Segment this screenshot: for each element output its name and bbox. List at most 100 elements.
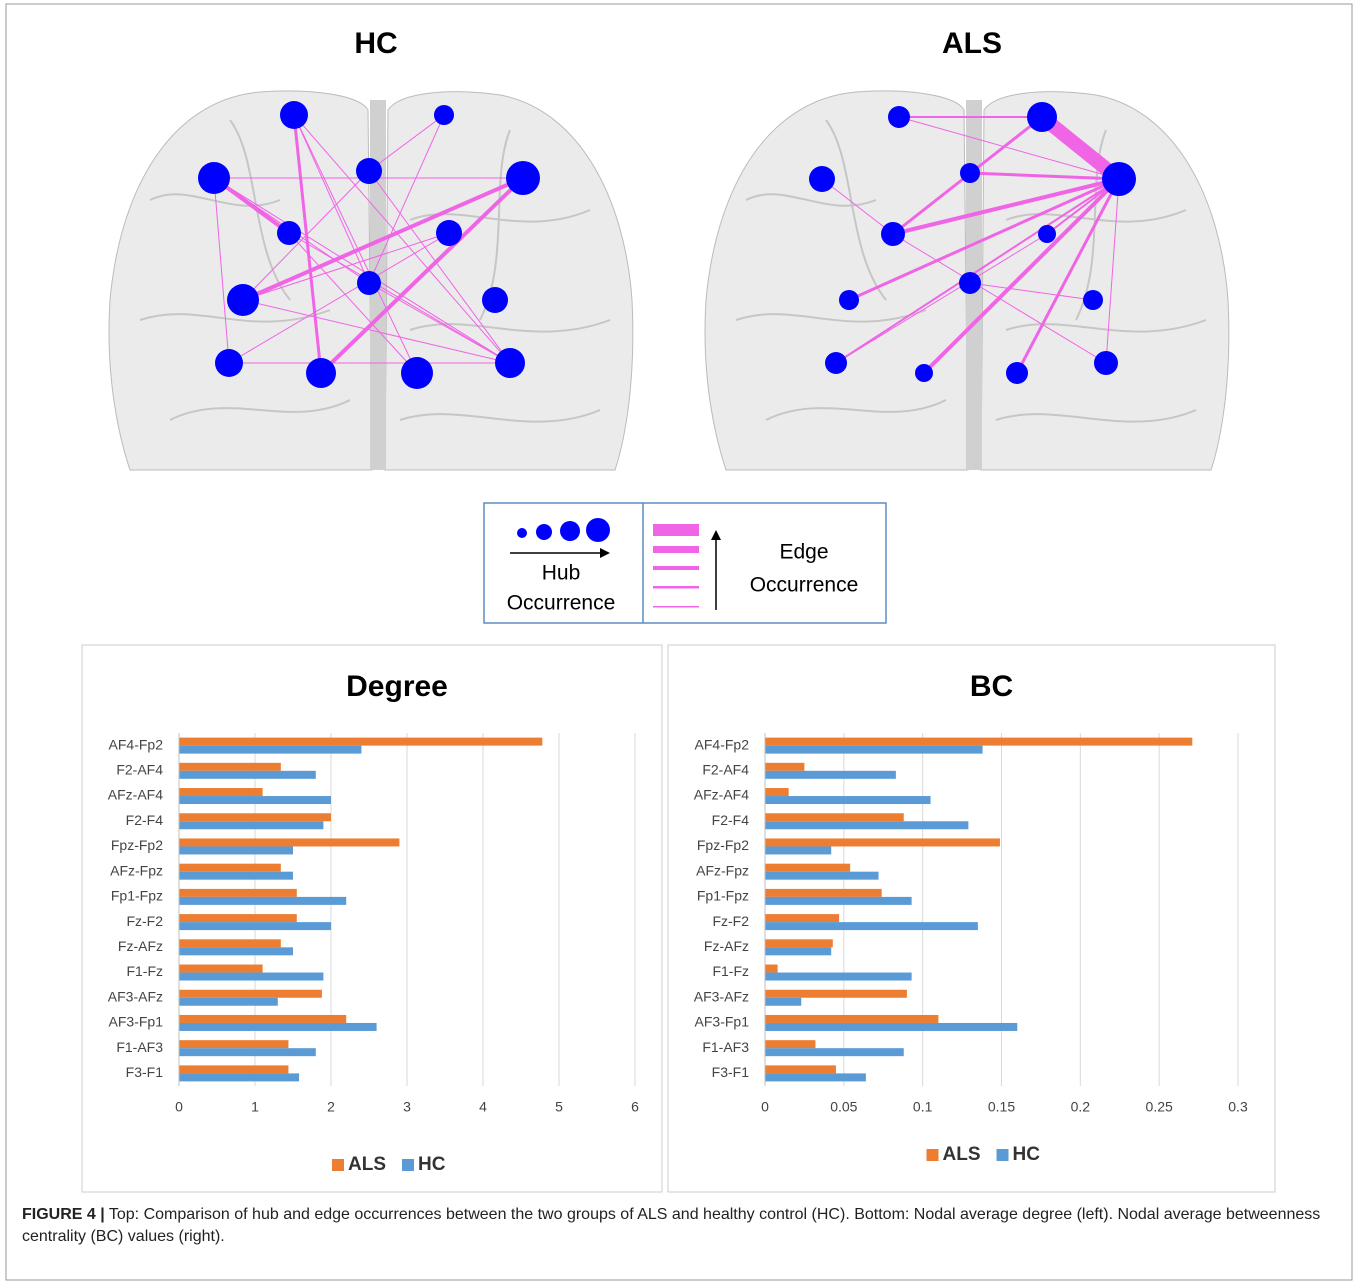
sulcus (765, 399, 947, 421)
hub (915, 364, 933, 382)
x-tick-label: 1 (251, 1099, 259, 1115)
y-tick-label: AFz-AF4 (108, 787, 163, 803)
legend-label: ALS (943, 1144, 981, 1165)
edge (1015, 178, 1121, 374)
edge (835, 178, 1120, 364)
hub (1027, 102, 1057, 132)
bar (179, 1073, 300, 1082)
y-tick-label: F2-F4 (126, 812, 164, 828)
hub (1083, 290, 1103, 310)
bar-chart: Degree 0 1 2 3 4 5 6 AF4-Fp2 F2-AF4 AFz-AF4 F2-F4 Fp… (108, 670, 639, 1175)
bar (179, 896, 347, 905)
y-tick-label: Fz-F2 (126, 913, 163, 929)
hub (227, 284, 259, 316)
edge (288, 232, 511, 364)
y-tick-label: F1-Fz (712, 963, 749, 979)
y-tick-label: AF3-Fp1 (695, 1014, 750, 1030)
bar (765, 788, 789, 797)
hemisphere (704, 90, 969, 471)
bar (765, 1065, 836, 1074)
sulcus (169, 399, 351, 421)
bar (765, 888, 882, 897)
hub (1006, 362, 1028, 384)
bar (179, 1065, 289, 1074)
edge (319, 176, 525, 375)
bar (179, 947, 293, 956)
edge (213, 177, 511, 364)
bar (179, 745, 362, 754)
sulcus (1005, 209, 1187, 223)
hub (357, 271, 381, 295)
edge (293, 114, 511, 364)
bar (179, 964, 263, 973)
edge (242, 176, 524, 302)
edge (922, 177, 1121, 375)
bar (765, 989, 907, 998)
y-tick-label: F1-Fz (126, 963, 163, 979)
caption: FIGURE 4 | Top: Comparison of hub and ed… (22, 1204, 1332, 1248)
bar (179, 1014, 347, 1023)
bar (179, 989, 322, 998)
hub (1094, 351, 1118, 375)
legend-text: Hub (542, 562, 581, 585)
bar (765, 1022, 1018, 1031)
edge (293, 114, 418, 374)
hub (482, 287, 508, 313)
y-tick-label: Fpz-Fp2 (111, 837, 163, 853)
bar-chart: BC 0 0.05 0.1 0.15 0.2 0.25 0.3 AF4-Fp2 F2-AF4 AFz… (694, 670, 1248, 1165)
caption-text: Top: Comparison of hub and edge occurren… (22, 1206, 1321, 1245)
edge (835, 233, 1048, 364)
hub (401, 357, 433, 389)
x-tick-label: 0.2 (1071, 1099, 1091, 1115)
chart-frame (667, 644, 1276, 1193)
hub (809, 166, 835, 192)
edge (288, 232, 418, 374)
hub (1038, 225, 1056, 243)
y-tick-label: Fz-AFz (704, 938, 749, 954)
bar (179, 1048, 316, 1057)
edge (821, 178, 894, 235)
hub (825, 352, 847, 374)
sulcus (1005, 319, 1207, 333)
bar (179, 770, 316, 779)
legend-swatch (996, 1149, 1009, 1161)
y-tick-label: F2-AF4 (116, 762, 163, 778)
sulcus (149, 193, 281, 207)
x-tick-label: 6 (631, 1099, 639, 1115)
edge (898, 116, 1120, 180)
y-tick-label: F3-F1 (712, 1064, 750, 1080)
bar (179, 737, 543, 746)
bar (179, 796, 331, 805)
brain (108, 90, 634, 471)
hub (306, 358, 336, 388)
bar (765, 796, 931, 805)
edge (368, 282, 511, 364)
x-tick-label: 0.05 (830, 1099, 857, 1115)
x-tick-label: 4 (479, 1099, 487, 1115)
hemisphere (980, 91, 1230, 471)
bar (765, 896, 912, 905)
bar (765, 914, 840, 923)
edge (892, 177, 1120, 236)
hub (960, 163, 980, 183)
bar (765, 922, 978, 931)
y-tick-label: AFz-AF4 (694, 787, 749, 803)
bar (765, 846, 832, 855)
bar (179, 922, 331, 931)
x-tick-label: 0 (175, 1099, 183, 1115)
hemisphere (384, 91, 634, 471)
legend-text: Edge (779, 541, 828, 564)
y-tick-label: F1-AF3 (702, 1039, 749, 1055)
edge (848, 177, 1120, 302)
edge (368, 170, 511, 364)
chart-frame (81, 644, 663, 1193)
bar (765, 972, 912, 981)
x-tick-label: 0.3 (1228, 1099, 1248, 1115)
legend-box: Hub Occurrence Edge Occurrence (483, 502, 887, 624)
y-tick-label: Fpz-Fp2 (697, 837, 749, 853)
hub (434, 105, 454, 125)
y-tick-label: F2-AF4 (702, 762, 749, 778)
sulcus (409, 209, 591, 223)
bar (179, 1022, 377, 1031)
bar (765, 964, 778, 973)
